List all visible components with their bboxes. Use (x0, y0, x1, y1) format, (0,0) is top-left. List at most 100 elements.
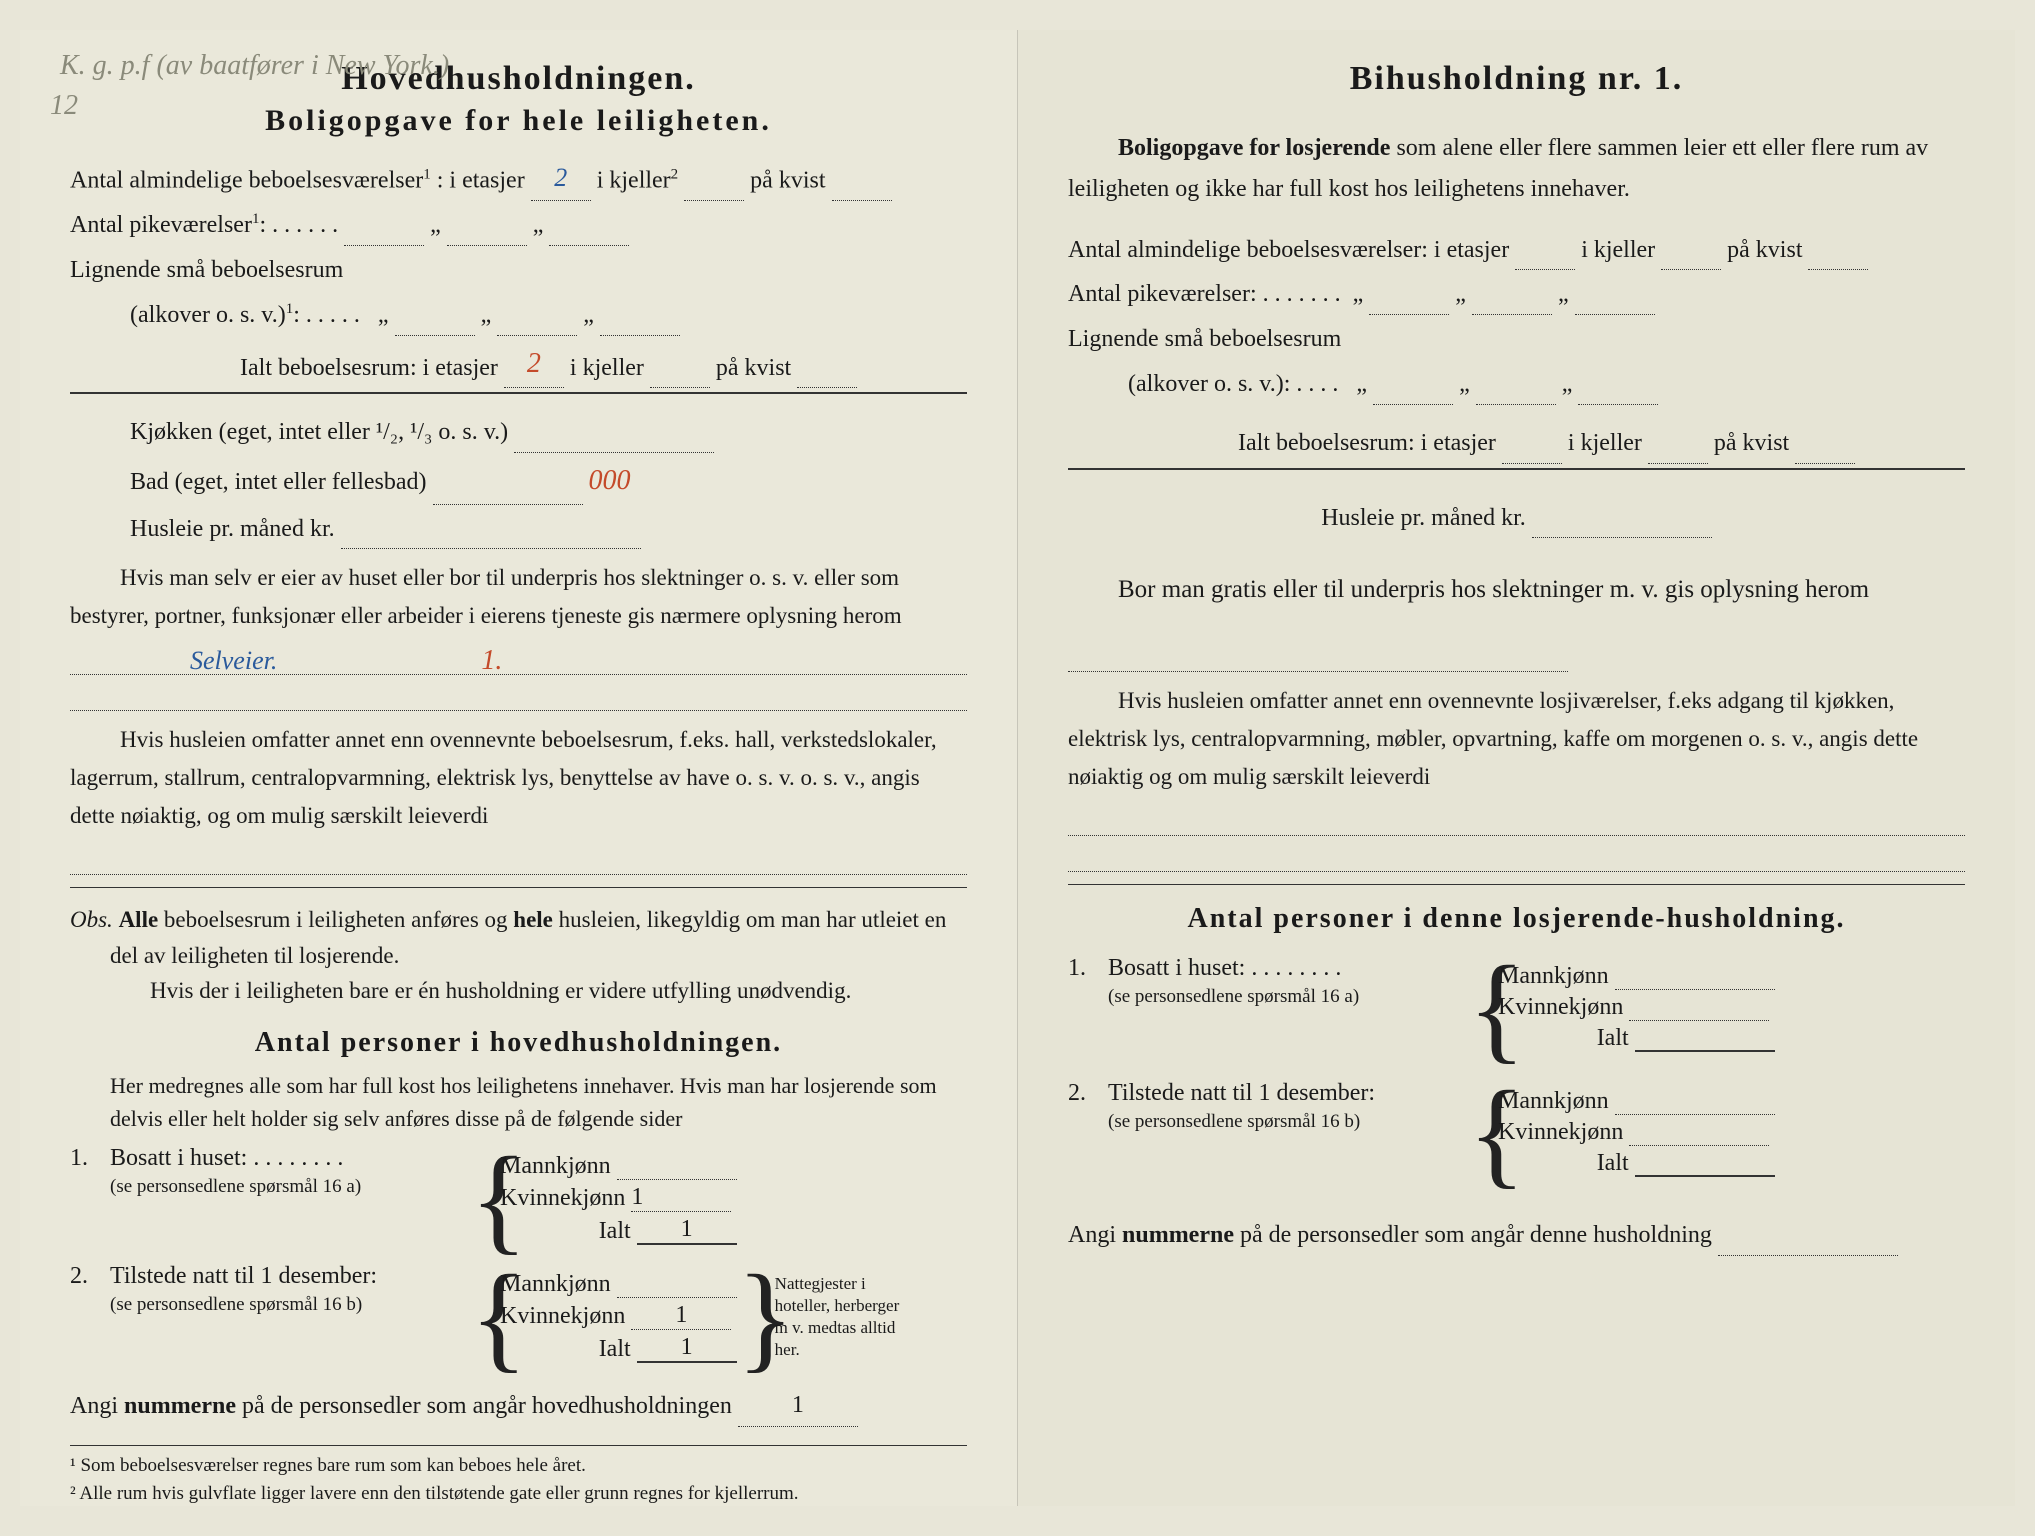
angi-val: 1 (738, 1385, 858, 1427)
p1-ialt-val: 1 (637, 1216, 737, 1245)
r-angi-1: Angi (1068, 1222, 1122, 1248)
owner-para: Hvis man selv er eier av huset eller bor… (70, 559, 967, 635)
angi-text-2: på de personsedler som angår hovedhushol… (236, 1393, 732, 1419)
p1-mk: Mannkjønn Kvinnekjønn 1 Ialt 1 (500, 1145, 737, 1253)
r-pike-line: Antal pikeværelser: . . . . . . . „ „ „ (1068, 274, 1965, 315)
p1-kvinne-val: 1 (631, 1184, 731, 1212)
rp1-ialt-val (1635, 1050, 1775, 1052)
r-val-kjeller (1661, 269, 1721, 270)
section2-intro: Her medregnes alle som har full kost hos… (70, 1069, 967, 1135)
p2-label-block: Tilstede natt til 1 desember: (se person… (110, 1263, 470, 1317)
red-slash: 1. (281, 645, 502, 676)
r-brace-icon-2: { (1468, 1080, 1498, 1185)
p1-sub: (se personsedlene spørsmål 16 a) (110, 1176, 361, 1197)
rp1-kvinne-val (1629, 1020, 1769, 1021)
r-hp-fill2 (1068, 842, 1965, 872)
p1-mann: Mannkjønn (500, 1153, 611, 1179)
r-section-title: Antal personer i denne losjerende-hushol… (1068, 903, 1965, 935)
right-title: Bihusholdning nr. 1. (1068, 60, 1965, 98)
rp2-sub: (se personsedlene spørsmål 16 b) (1108, 1111, 1360, 1132)
p1-mann-val (617, 1179, 737, 1180)
r-kvist: på kvist (1727, 237, 1802, 263)
rp1-num: 1. (1068, 955, 1108, 982)
p1-label-block: Bosatt i huset: . . . . . . . . (se pers… (110, 1145, 470, 1199)
husleie-label: Husleie pr. måned kr. (130, 516, 335, 542)
ialt-kj (650, 387, 710, 388)
right-page: Bihusholdning nr. 1. Boligopgave for los… (1018, 30, 2015, 1506)
pike-label: Antal pikeværelser (70, 212, 252, 238)
ra-e (1373, 404, 1453, 405)
p2-brace-group: { Mannkjønn Kvinnekjønn 1 Ialt 1 } Natte… (470, 1263, 917, 1371)
p1-brace-group: { Mannkjønn Kvinnekjønn 1 Ialt 1 (470, 1145, 737, 1253)
bad-label: Bad (eget, intet eller fellesbad) (130, 469, 427, 495)
pike-kvist (549, 245, 629, 246)
ialt-kv (797, 387, 857, 388)
fn2: ² Alle rum hvis gulvflate ligger lavere … (70, 1480, 967, 1509)
ialt-label: Ialt beboelsesrum: (240, 354, 417, 380)
p2-kvinne: Kvinnekjønn (500, 1303, 625, 1329)
obs-block: Obs. Alle beboelsesrum i leiligheten anf… (70, 902, 967, 1009)
r-ialt-line: Ialt beboelsesrum: i etasjer i kjeller p… (1068, 423, 1965, 470)
rooms-line: Antal almindelige beboelsesværelser1 : i… (70, 156, 967, 201)
alkover-line: (alkover o. s. v.)1: . . . . . „ „ „ (70, 295, 967, 336)
p1-ialt: Ialt (599, 1218, 631, 1244)
r-person-row-1: 1. Bosatt i huset: . . . . . . . . (se p… (1068, 955, 1965, 1060)
r-rooms-line: Antal almindelige beboelsesværelser: i e… (1068, 230, 1965, 271)
r-ialt-kvv (1795, 463, 1855, 464)
rule-1 (70, 887, 967, 888)
ra-k (1476, 404, 1556, 405)
brace-icon: { (470, 1145, 500, 1253)
alkover-label: (alkover o. s. v.) (130, 302, 286, 328)
husleie-line: Husleie pr. måned kr. (70, 509, 967, 550)
p2-sub: (se personsedlene spørsmål 16 b) (110, 1294, 362, 1315)
sup2: 2 (671, 166, 679, 182)
val-kvist (832, 200, 892, 201)
rp2-kvinne-val (1629, 1145, 1769, 1146)
r-gratis-fill (1068, 671, 1568, 672)
p2-mann-val (617, 1297, 737, 1298)
ialt-kvist-label: på kvist (716, 354, 791, 380)
rp1-sub: (se personsedlene spørsmål 16 a) (1108, 986, 1359, 1007)
alk-k (497, 335, 577, 336)
obs-text2: Hvis der i leiligheten bare er én hushol… (110, 978, 851, 1003)
person-row-2: 2. Tilstede natt til 1 desember: (se per… (70, 1263, 967, 1371)
rp1-mann: Mannkjønn (1498, 963, 1609, 989)
label-pa-kvist: på kvist (750, 167, 825, 193)
pike-kjeller (447, 245, 527, 246)
p2-mk: Mannkjønn Kvinnekjønn 1 Ialt 1 (500, 1263, 737, 1371)
r-alkover: (alkover o. s. v.): . . . . (1128, 371, 1338, 397)
alk-kv (600, 335, 680, 336)
r-room-label: Antal almindelige beboelsesværelser: i e… (1068, 237, 1509, 263)
kjokken-line: Kjøkken (eget, intet eller ¹/₂, ¹/₃ o. s… (70, 412, 967, 453)
person-row-1: 1. Bosatt i huset: . . . . . . . . (se p… (70, 1145, 967, 1253)
rp2-brace: { Mannkjønn Kvinnekjønn Ialt (1468, 1080, 1775, 1185)
bad-line: Bad (eget, intet eller fellesbad) 000 (70, 457, 967, 505)
r-ialt-kvl: på kvist (1714, 430, 1789, 456)
rp1-mann-val (1615, 989, 1775, 990)
rp2-mann: Mannkjønn (1498, 1088, 1609, 1114)
rp2-mann-val (1615, 1114, 1775, 1115)
p2-label: Tilstede natt til 1 desember: (110, 1263, 377, 1289)
rp2-kvinne: Kvinnekjønn (1498, 1119, 1623, 1145)
ra-kv (1578, 404, 1658, 405)
r-husleie-line: Husleie pr. måned kr. (1068, 498, 1965, 539)
label-i-kjeller: i kjeller (597, 167, 671, 193)
bad-red: 000 (589, 465, 631, 496)
rp2-ialt-val (1635, 1175, 1775, 1177)
rp1-label-block: Bosatt i huset: . . . . . . . . (se pers… (1108, 955, 1468, 1009)
side-note: Nattegjester i hoteller, herberger m v. … (767, 1273, 917, 1361)
r-ialt-k: i kjeller (1568, 430, 1642, 456)
husleie-fill (70, 845, 967, 875)
r-husleie-val (1532, 537, 1712, 538)
brace-icon-2: { (470, 1263, 500, 1371)
r-husleie: Husleie pr. måned kr. (1321, 505, 1526, 531)
pike-line: Antal pikeværelser1: . . . . . . „ „ (70, 205, 967, 246)
fn1: ¹ Som beboelsesværelser regnes bare rum … (70, 1452, 967, 1481)
p2-kvinne-val: 1 (631, 1302, 731, 1330)
pike-dots: : . . . . . . (259, 212, 338, 238)
val-kjeller (684, 200, 744, 201)
selveier-text: Selveier. (70, 646, 277, 675)
owner-fill-2 (70, 681, 967, 711)
section2-title: Antal personer i hovedhusholdningen. (70, 1027, 967, 1059)
r-husleie-para: Hvis husleien omfatter annet enn ovennev… (1068, 682, 1965, 796)
